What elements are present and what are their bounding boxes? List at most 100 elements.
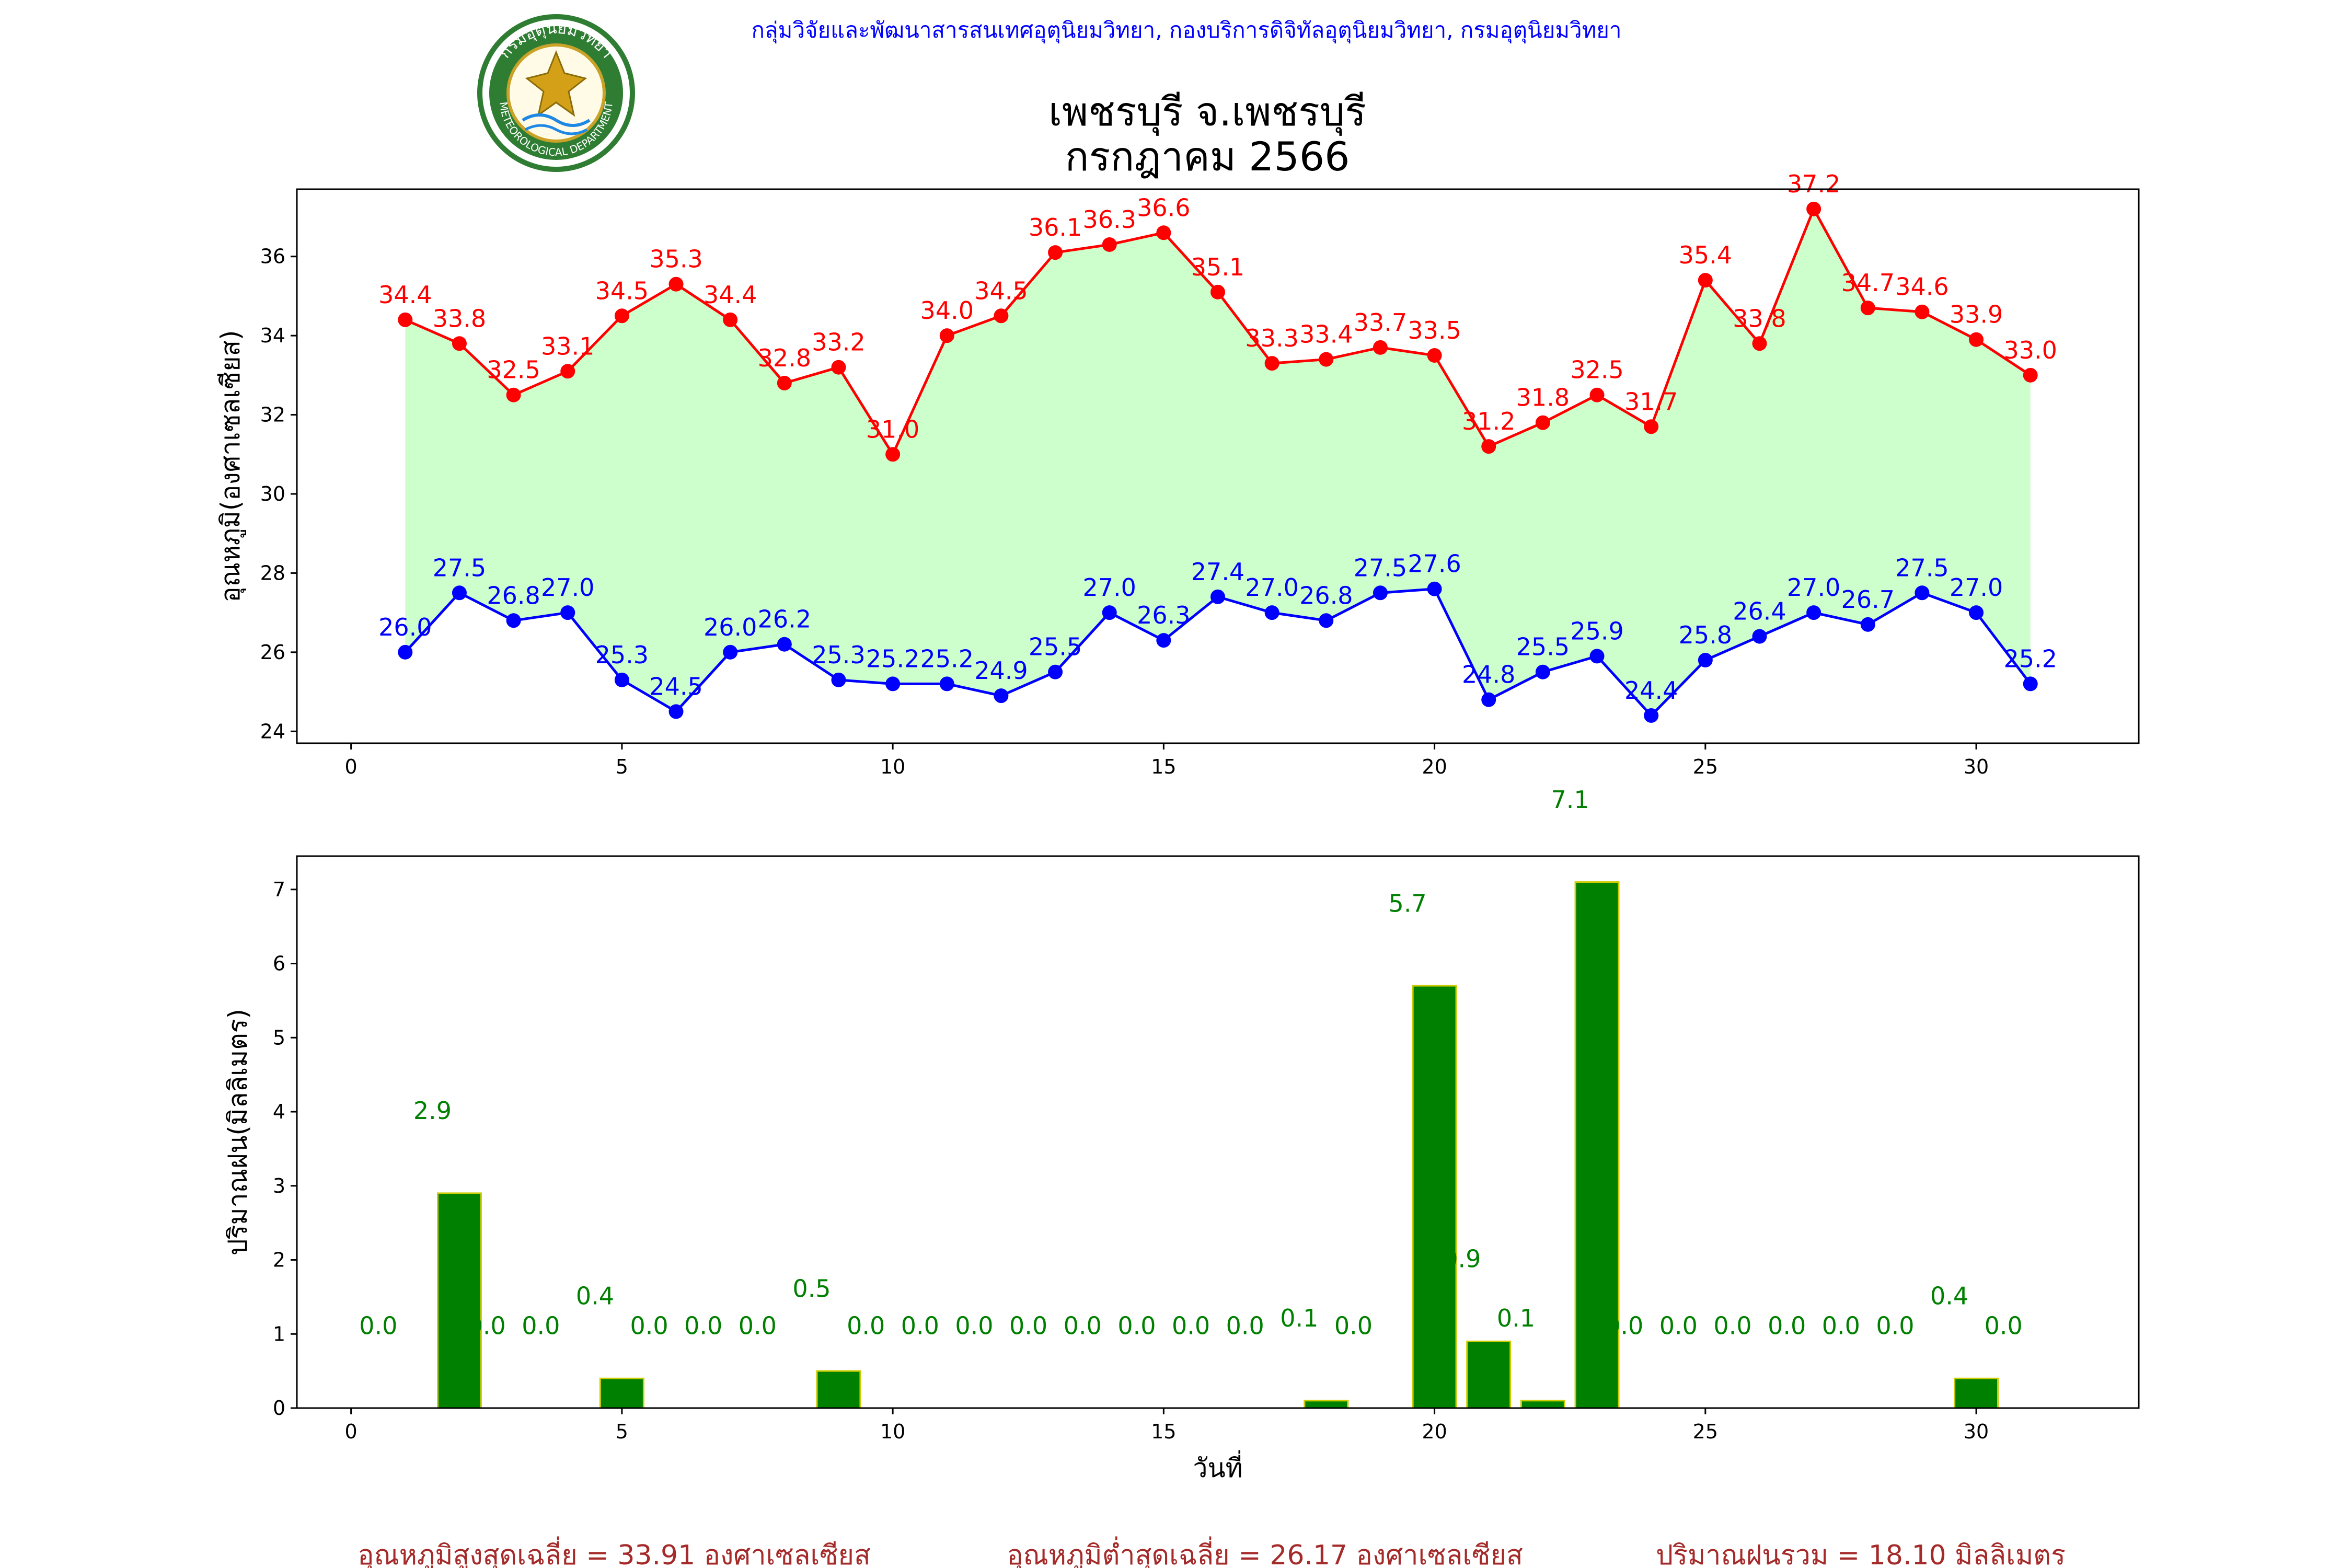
summary-avg-max: อุณหภูมิสูงสุดเฉลี่ย = 33.91 องศาเซลเซีย… bbox=[358, 1536, 871, 1568]
rainfall-label: 0.0 bbox=[739, 1311, 777, 1340]
min-temperature-label: 25.2 bbox=[2003, 644, 2057, 673]
temp-xtick-label: 0 bbox=[345, 755, 358, 778]
max-temperature-label: 33.2 bbox=[812, 328, 865, 356]
min-temperature-point bbox=[1048, 664, 1063, 679]
temp-xtick-label: 15 bbox=[1151, 755, 1176, 778]
max-temperature-point bbox=[1264, 356, 1279, 371]
rainfall-label: 2.9 bbox=[413, 1097, 452, 1125]
rain-ytick-label: 0 bbox=[273, 1397, 285, 1420]
agency-text: กลุ่มวิจัยและพัฒนาสารสนเทศอุตุนิยมวิทยา,… bbox=[751, 17, 1621, 44]
rainfall-bar bbox=[1466, 1340, 1512, 1409]
min-temperature-label: 26.8 bbox=[1299, 581, 1353, 609]
rainfall-label: 0.0 bbox=[1822, 1311, 1860, 1340]
rain-ytick-label: 6 bbox=[273, 952, 285, 975]
rainfall-bar bbox=[1304, 1400, 1349, 1409]
min-temperature-point bbox=[1969, 605, 1984, 620]
min-temperature-point bbox=[723, 644, 738, 660]
rainfall-label: 0.9 bbox=[1443, 1245, 1481, 1273]
min-temperature-point bbox=[1102, 605, 1117, 620]
min-temperature-label: 24.9 bbox=[974, 656, 1028, 685]
min-temperature-point bbox=[1860, 617, 1875, 632]
max-temperature-label: 31.8 bbox=[1516, 384, 1570, 412]
min-temperature-point bbox=[398, 644, 413, 660]
max-temperature-point bbox=[994, 308, 1009, 324]
rainfall-label: 0.0 bbox=[359, 1311, 397, 1340]
max-temperature-point bbox=[885, 447, 901, 462]
max-temperature-label: 33.9 bbox=[1950, 301, 2003, 329]
max-temperature-point bbox=[1752, 336, 1767, 351]
max-temperature-label: 33.3 bbox=[1245, 324, 1298, 352]
max-temperature-point bbox=[1535, 415, 1550, 430]
max-temperature-label: 36.1 bbox=[1029, 213, 1082, 241]
rain-ytick-label: 7 bbox=[273, 878, 285, 901]
max-temperature-label: 32.8 bbox=[758, 344, 811, 372]
rainfall-label: 7.1 bbox=[1551, 786, 1589, 814]
min-temperature-point bbox=[1752, 629, 1767, 644]
max-temperature-point bbox=[452, 336, 467, 351]
min-temperature-point bbox=[1210, 589, 1225, 604]
min-temperature-label: 24.4 bbox=[1624, 676, 1678, 705]
max-temperature-label: 35.4 bbox=[1679, 241, 1732, 269]
max-temperature-point bbox=[1481, 439, 1496, 454]
max-temperature-point bbox=[1589, 387, 1605, 402]
max-temperature-label: 32.5 bbox=[487, 356, 540, 384]
max-temperature-label: 34.7 bbox=[1841, 269, 1895, 297]
min-temperature-label: 27.0 bbox=[1950, 573, 2003, 602]
min-temperature-point bbox=[1481, 692, 1496, 707]
rainfall-label: 0.0 bbox=[684, 1311, 722, 1340]
department-logo: กรมอุตุนิยมวิทยา METEOROLOGICAL DEPARTME… bbox=[477, 14, 635, 172]
min-temperature-point bbox=[506, 613, 521, 628]
max-temperature-label: 33.7 bbox=[1354, 308, 1407, 337]
min-temperature-label: 25.5 bbox=[1029, 633, 1082, 661]
min-temperature-label: 27.0 bbox=[1245, 573, 1298, 602]
rainfall-bar bbox=[1412, 985, 1457, 1409]
rain-ytick-label: 1 bbox=[273, 1322, 285, 1345]
max-temperature-label: 32.5 bbox=[1570, 356, 1623, 384]
temperature-range-fill bbox=[405, 209, 2031, 716]
min-temperature-label: 26.7 bbox=[1841, 585, 1895, 614]
max-temperature-label: 33.0 bbox=[2003, 336, 2057, 364]
min-temperature-point bbox=[1373, 585, 1388, 601]
max-temperature-label: 36.3 bbox=[1082, 205, 1136, 234]
rainfall-y-axis-label: ปริมาณฝน(มิลลิเมตร) bbox=[223, 1009, 253, 1255]
temp-ytick-label: 36 bbox=[260, 245, 285, 268]
max-temperature-label: 35.3 bbox=[649, 245, 702, 273]
max-temperature-point bbox=[668, 276, 684, 292]
rain-xtick-label: 30 bbox=[1964, 1420, 1989, 1443]
min-temperature-point bbox=[1589, 649, 1605, 664]
min-temperature-label: 26.3 bbox=[1137, 601, 1190, 629]
rainfall-label: 0.0 bbox=[468, 1311, 506, 1340]
max-temperature-point bbox=[1048, 245, 1063, 260]
rainfall-bar bbox=[1954, 1377, 1999, 1409]
max-temperature-label: 33.4 bbox=[1299, 320, 1353, 349]
min-temperature-point bbox=[1915, 585, 1930, 601]
temperature-chart: 0 5 10 15 20 25 30 24 26 28 30 32 34 36 34.4 26.0 33.8 27… bbox=[215, 170, 2140, 778]
rainfall-label: 0.0 bbox=[1713, 1311, 1751, 1340]
min-temperature-label: 26.8 bbox=[487, 581, 540, 609]
rain-xtick-label: 20 bbox=[1422, 1420, 1447, 1443]
rainfall-label: 0.0 bbox=[1172, 1311, 1210, 1340]
temp-xtick-label: 25 bbox=[1693, 755, 1718, 778]
min-temperature-label: 25.3 bbox=[595, 641, 649, 669]
min-temperature-point bbox=[668, 704, 684, 719]
max-temperature-label: 34.0 bbox=[920, 296, 974, 325]
rainfall-label: 0.0 bbox=[955, 1311, 993, 1340]
min-temperature-point bbox=[777, 637, 792, 652]
summary-total-rain: ปริมาณฝนรวม = 18.10 มิลลิเมตร bbox=[1656, 1540, 2066, 1568]
rainfall-chart: 0 5 10 15 20 25 30 0 1 2 3 4 5 6 7 0.0 2.9 0.0 0.0 0.4 0.0 0.… bbox=[223, 786, 2140, 1483]
rainfall-label: 0.0 bbox=[522, 1311, 560, 1340]
rainfall-label: 0.0 bbox=[630, 1311, 668, 1340]
min-temperature-label: 26.0 bbox=[378, 613, 432, 641]
min-temperature-label: 26.0 bbox=[704, 613, 757, 641]
rain-xtick-label: 5 bbox=[616, 1420, 628, 1443]
min-temperature-point bbox=[2023, 676, 2038, 691]
rain-xtick-label: 25 bbox=[1693, 1420, 1718, 1443]
min-temperature-label: 27.5 bbox=[1354, 554, 1407, 582]
min-temperature-label: 27.0 bbox=[1082, 573, 1136, 602]
max-temperature-point bbox=[1969, 332, 1984, 347]
rainfall-label: 5.7 bbox=[1389, 889, 1427, 917]
max-temperature-label: 31.0 bbox=[866, 415, 919, 443]
rainfall-label: 0.0 bbox=[1009, 1311, 1047, 1340]
temp-ytick-label: 24 bbox=[260, 720, 285, 743]
min-temperature-point bbox=[452, 585, 467, 601]
